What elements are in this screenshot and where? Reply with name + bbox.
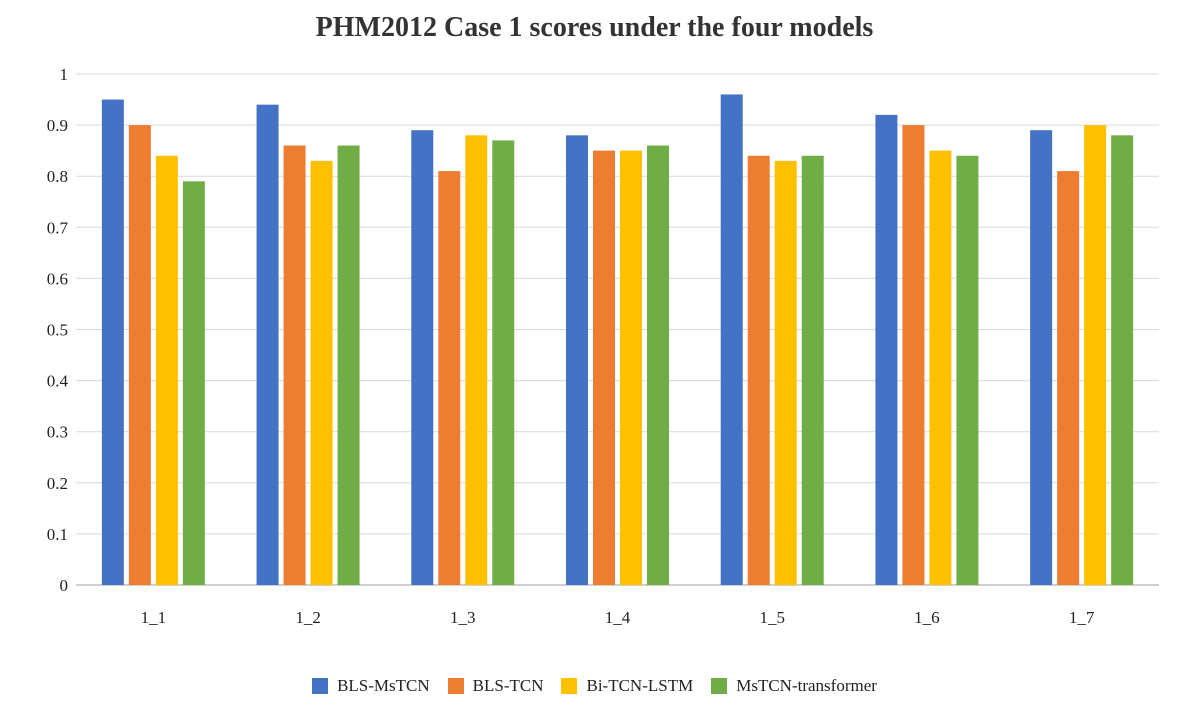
bar [1084, 125, 1107, 585]
y-tick-label: 0.8 [47, 167, 68, 186]
y-tick-label: 0.6 [47, 269, 68, 288]
legend: BLS-MsTCN BLS-TCN Bi-TCN-LSTM MsTCN-transfo… [0, 676, 1189, 696]
bar [747, 155, 770, 585]
bar [875, 114, 898, 585]
y-tick-label: 0 [60, 576, 69, 595]
legend-label: BLS-TCN [472, 676, 544, 695]
legend-item: BLS-TCN [447, 676, 544, 696]
legend-swatch [711, 678, 728, 694]
bar [101, 99, 124, 586]
y-tick-label: 1 [60, 65, 69, 84]
x-category-label: 1_2 [295, 608, 321, 627]
x-category-label: 1_1 [141, 608, 167, 627]
legend-label: Bi-TCN-LSTM [586, 676, 694, 695]
y-tick-label: 0.5 [47, 321, 68, 340]
bar [128, 125, 151, 585]
y-axis-ticks: 0 0.1 0.2 0.3 0.4 0.5 0.6 0.7 0.8 0.9 1 [47, 65, 69, 595]
bar [1030, 130, 1053, 585]
bar [337, 145, 360, 586]
gridlines [76, 73, 1159, 586]
bar [182, 181, 205, 585]
legend-item: BLS-MsTCN [312, 676, 430, 696]
bar [956, 155, 979, 585]
legend-label: MsTCN-transformer [736, 676, 877, 695]
y-tick-label: 0.9 [47, 116, 68, 135]
bar [1057, 171, 1080, 585]
bar [492, 140, 515, 585]
legend-label: BLS-MsTCN [337, 676, 430, 695]
bar [155, 155, 178, 585]
legend-item: MsTCN-transformer [711, 676, 877, 696]
bar [310, 160, 333, 585]
x-category-label: 1_6 [914, 608, 940, 627]
x-category-label: 1_7 [1069, 608, 1095, 627]
bar [256, 104, 279, 585]
legend-swatch [561, 678, 578, 694]
bar [902, 125, 925, 585]
bars [101, 94, 1134, 586]
legend-swatch [312, 678, 329, 694]
bar [774, 160, 797, 585]
x-axis-categories: 1_1 1_2 1_3 1_4 1_5 1_6 1_7 [141, 608, 1095, 627]
bar [720, 94, 743, 585]
y-tick-label: 0.7 [47, 218, 69, 237]
bar [411, 130, 434, 585]
bar [801, 155, 824, 585]
bar [566, 135, 588, 585]
bar [465, 135, 488, 585]
y-tick-label: 0.2 [47, 474, 68, 493]
bar [593, 150, 615, 585]
x-category-label: 1_4 [605, 608, 631, 627]
legend-item: Bi-TCN-LSTM [561, 676, 693, 696]
bar [283, 145, 306, 586]
legend-swatch [447, 678, 464, 694]
bar-chart: 00.10.20.30.40.50.60.70.80.91 1_1 1_2 1_3 1… [47, 65, 1159, 627]
bar [620, 150, 642, 585]
bar [1111, 135, 1134, 585]
y-tick-label: 0.1 [47, 525, 68, 544]
y-tick-label: 0.3 [47, 423, 68, 442]
x-category-label: 1_5 [759, 608, 785, 627]
bar [647, 145, 669, 586]
bar [438, 171, 461, 585]
x-category-label: 1_3 [450, 608, 476, 627]
y-tick-label: 0.4 [47, 372, 69, 391]
bar [929, 150, 952, 585]
chart-title: PHM2012 Case 1 scores under the four mod… [315, 12, 874, 43]
